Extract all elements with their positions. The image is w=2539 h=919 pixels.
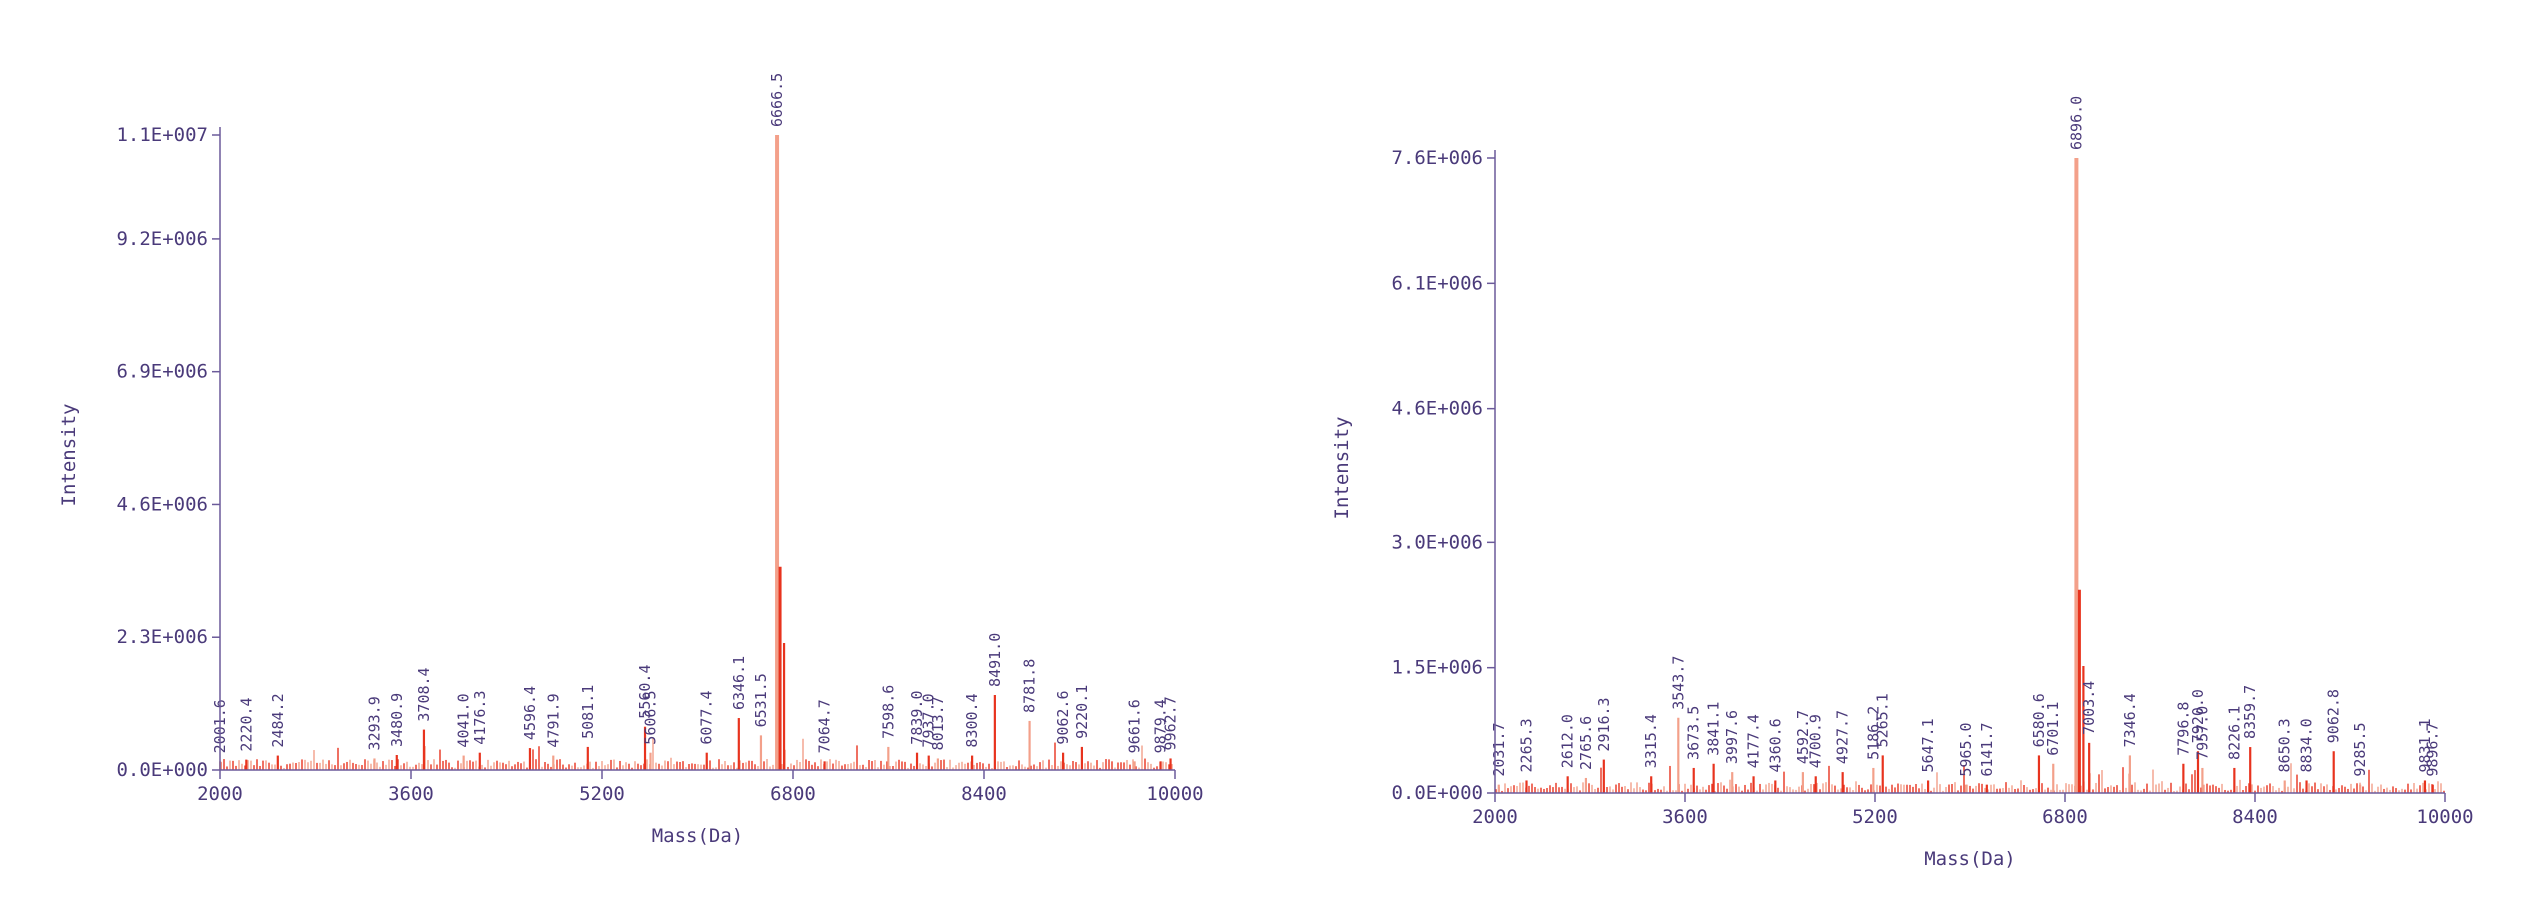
y-tick-label: 4.6E+006: [1391, 398, 1483, 420]
peaks: 2001.6 2220.4 2484.2 3293.9 3480.9 3708.4 4041…: [211, 73, 1180, 770]
x-tick-label: 10000: [2416, 806, 2473, 828]
peak-label: 8834.0: [2298, 718, 2316, 772]
spectrum-chart-1: 2001.6 2220.4 2484.2 3293.9 3480.9 3708.4 4041…: [58, 73, 1204, 847]
peak-label: 6077.4: [698, 690, 716, 744]
y-tick-label: 6.1E+006: [1391, 272, 1483, 294]
peak-label: 7003.4: [2080, 681, 2098, 735]
x-tick-label: 3600: [1662, 806, 1708, 828]
peak-label: 8300.4: [963, 693, 981, 747]
peak-label: 5647.1: [1919, 718, 1937, 772]
peak-label: 6346.1: [730, 656, 748, 710]
peak-label: 3315.4: [1642, 714, 1660, 768]
peak-label: 9661.6: [1126, 699, 1144, 753]
peak-label: 7346.4: [2121, 693, 2139, 747]
x-tick-label: 5200: [579, 783, 625, 805]
x-tick-label: 6800: [2042, 806, 2088, 828]
peak-label: 3997.6: [1723, 710, 1741, 764]
peak-label: 9220.1: [1073, 685, 1091, 739]
peak-label: 5081.1: [579, 685, 597, 739]
x-tick-label: 3600: [388, 783, 434, 805]
y-tick-label: 7.6E+006: [1391, 147, 1483, 169]
peak-label: 7839.0: [908, 690, 926, 744]
peak-label: 5560.4: [636, 665, 654, 719]
peak-label: 4360.6: [1766, 718, 1784, 772]
peak-label: 3841.1: [1705, 702, 1723, 756]
x-axis-title: Mass(Da): [1924, 848, 2016, 870]
y-tick-label: 4.6E+006: [116, 493, 208, 515]
y-tick-label: 9.2E+006: [116, 228, 208, 250]
peak-label: 4700.9: [1807, 714, 1825, 768]
peak-label: 4791.9: [544, 693, 562, 747]
x-tick-label: 10000: [1146, 783, 1203, 805]
peak-label: 3293.9: [365, 696, 383, 750]
peak-label: 9831.1: [2416, 718, 2434, 772]
y-axis-title: Intensity: [1331, 417, 1353, 520]
peak-label: 2220.4: [237, 697, 255, 751]
peak-label: 3480.9: [388, 693, 406, 747]
y-tick-label: 3.0E+006: [1391, 531, 1483, 553]
peak-label: 8013.7: [929, 696, 947, 750]
x-tick-label: 2000: [197, 783, 243, 805]
peak-label: 7937.0: [920, 693, 938, 747]
peak-label: 5606.5: [642, 690, 660, 744]
baseline-noise: [220, 738, 1173, 770]
y-tick-label: 1.1E+007: [116, 124, 208, 146]
peak-label: 9962.7: [1162, 696, 1180, 750]
peak-label: 8359.7: [2241, 685, 2259, 739]
peak-label: 2916.3: [1595, 697, 1613, 751]
peak-label: 4927.7: [1834, 710, 1852, 764]
peak-label: 8781.8: [1021, 659, 1039, 713]
peak-label: 7920.0: [2189, 689, 2207, 743]
y-tick-label: 0.0E+000: [1391, 782, 1483, 804]
peak-label: 6896.0: [2067, 96, 2085, 150]
peak-label: 7598.6: [879, 685, 897, 739]
peak-label: 7957.0: [2193, 706, 2211, 760]
x-tick-label: 8400: [961, 783, 1007, 805]
spectrum-chart-2: 2031.7 2265.3 2612.0 2765.6 2916.3 3315.4 3543…: [1331, 96, 2474, 870]
peak-label: 2265.3: [1518, 718, 1536, 772]
y-tick-label: 6.9E+006: [116, 361, 208, 383]
peak-label: 4592.7: [1794, 710, 1812, 764]
peak-label: 6531.5: [752, 673, 770, 727]
peak-label: 2484.2: [269, 693, 287, 747]
peak-label: 2612.0: [1559, 714, 1577, 768]
peaks: 2031.7 2265.3 2612.0 2765.6 2916.3 3315.4 3543…: [1490, 96, 2442, 793]
peak-label: 4596.4: [521, 686, 539, 740]
peak-label: 5186.2: [1864, 706, 1882, 760]
peak-label: 7064.7: [816, 699, 834, 753]
peak-label: 9285.5: [2351, 722, 2369, 776]
x-tick-label: 2000: [1472, 806, 1518, 828]
peak-label: 3543.7: [1669, 656, 1687, 710]
peak-label: 6666.5: [768, 73, 786, 127]
peak-label: 3673.5: [1685, 706, 1703, 760]
peak-label: 6141.7: [1978, 722, 1996, 776]
peak-label: 2765.6: [1577, 716, 1595, 770]
x-tick-label: 5200: [1852, 806, 1898, 828]
peak-label: 5265.1: [1874, 693, 1892, 747]
peak-label: 9879.4: [1152, 699, 1170, 753]
peak-label: 8226.1: [2225, 706, 2243, 760]
peak-label: 9896.7: [2424, 722, 2442, 776]
x-axis-title: Mass(Da): [652, 825, 744, 847]
peak-label: 8650.3: [2276, 718, 2294, 772]
peak-label: 9062.6: [1054, 690, 1072, 744]
peak-label: 3708.4: [415, 667, 433, 721]
peak-label: 5965.0: [1957, 722, 1975, 776]
peak-label: 9062.8: [2325, 689, 2343, 743]
peak-label: 4041.0: [455, 693, 473, 747]
y-axis-title: Intensity: [58, 404, 80, 507]
peak-label: 4176.3: [471, 690, 489, 744]
y-tick-label: 0.0E+000: [116, 759, 208, 781]
peak-label: 8491.0: [986, 633, 1004, 687]
peak-label: 2031.7: [1490, 722, 1508, 776]
y-tick-label: 2.3E+006: [116, 626, 208, 648]
peak-label: 6701.1: [2044, 702, 2062, 756]
peak-label: 6580.6: [2030, 693, 2048, 747]
x-tick-label: 6800: [770, 783, 816, 805]
x-tick-label: 8400: [2232, 806, 2278, 828]
peak-label: 7796.8: [2174, 702, 2192, 756]
y-tick-label: 1.5E+006: [1391, 657, 1483, 679]
peak-label: 4177.4: [1745, 714, 1763, 768]
